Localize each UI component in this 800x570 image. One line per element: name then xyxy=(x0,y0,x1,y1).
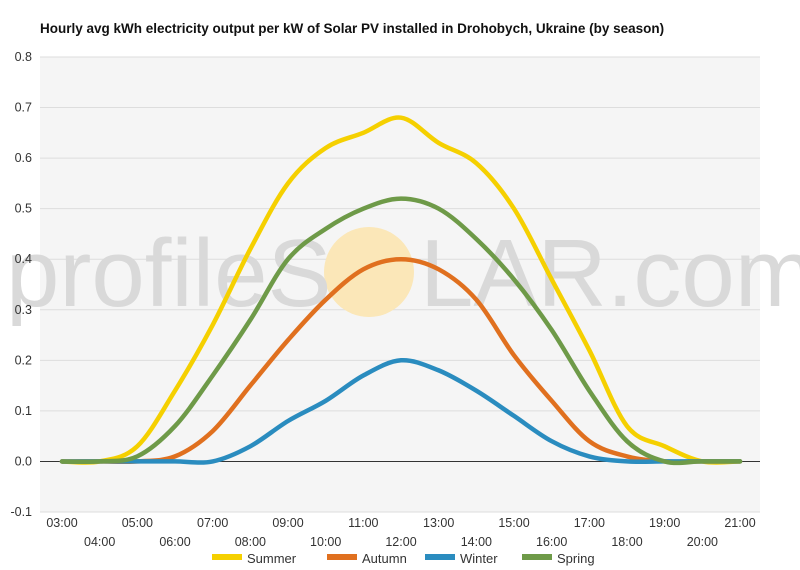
y-axis: -0.1 0.0 0.1 0.2 0.3 0.4 0.5 0.6 0.7 0.8 xyxy=(10,50,32,519)
watermark-text-left: profileS xyxy=(6,220,332,327)
x-tick-label: 04:00 xyxy=(84,535,115,549)
legend-item-spring[interactable]: Spring xyxy=(522,551,595,566)
x-tick-label: 03:00 xyxy=(46,516,77,530)
legend-item-summer[interactable]: Summer xyxy=(212,551,297,566)
x-tick-label: 17:00 xyxy=(574,516,605,530)
x-tick-label: 08:00 xyxy=(235,535,266,549)
x-tick-label: 13:00 xyxy=(423,516,454,530)
y-tick-label: 0.3 xyxy=(15,303,32,317)
x-tick-label: 11:00 xyxy=(348,516,378,530)
legend-label: Spring xyxy=(557,551,595,566)
legend: Summer Autumn Winter Spring xyxy=(212,551,595,566)
x-tick-label: 12:00 xyxy=(385,535,416,549)
legend-item-winter[interactable]: Winter xyxy=(425,551,498,566)
x-tick-label: 15:00 xyxy=(498,516,529,530)
x-tick-label: 10:00 xyxy=(310,535,341,549)
y-tick-label: -0.1 xyxy=(10,505,32,519)
y-tick-label: 0.6 xyxy=(15,151,32,165)
x-tick-label: 18:00 xyxy=(611,535,642,549)
y-tick-label: 0.0 xyxy=(15,454,32,468)
x-tick-label: 05:00 xyxy=(122,516,153,530)
x-tick-label: 16:00 xyxy=(536,535,567,549)
x-tick-label: 06:00 xyxy=(159,535,190,549)
x-tick-label: 21:00 xyxy=(724,516,755,530)
legend-item-autumn[interactable]: Autumn xyxy=(327,551,407,566)
x-tick-label: 19:00 xyxy=(649,516,680,530)
series-lines xyxy=(59,115,743,466)
series-line-spring xyxy=(59,196,743,466)
x-tick-label: 07:00 xyxy=(197,516,228,530)
y-tick-label: 0.8 xyxy=(15,50,32,64)
y-tick-label: 0.7 xyxy=(15,101,32,115)
series-line-summer xyxy=(59,115,743,465)
chart-title: Hourly avg kWh electricity output per kW… xyxy=(40,21,664,36)
y-tick-label: 0.1 xyxy=(15,404,32,418)
watermark-text-right: LAR.com xyxy=(420,220,800,327)
watermark-sun xyxy=(324,227,414,317)
y-tick-label: 0.4 xyxy=(15,252,32,266)
series-line-autumn xyxy=(59,256,743,465)
legend-swatch xyxy=(522,554,552,560)
legend-label: Autumn xyxy=(362,551,407,566)
legend-swatch xyxy=(425,554,455,560)
legend-label: Winter xyxy=(460,551,498,566)
y-tick-label: 0.5 xyxy=(15,202,32,216)
series-line-winter xyxy=(59,358,743,465)
x-tick-label: 09:00 xyxy=(272,516,303,530)
x-tick-label: 14:00 xyxy=(461,535,492,549)
legend-swatch xyxy=(327,554,357,560)
x-axis: 03:00 04:00 05:00 06:00 07:00 08:00 09:00 10:00… xyxy=(46,516,755,549)
legend-swatch xyxy=(212,554,242,560)
y-tick-label: 0.2 xyxy=(15,353,32,367)
x-tick-label: 20:00 xyxy=(687,535,718,549)
grid xyxy=(40,56,760,513)
legend-label: Summer xyxy=(247,551,297,566)
